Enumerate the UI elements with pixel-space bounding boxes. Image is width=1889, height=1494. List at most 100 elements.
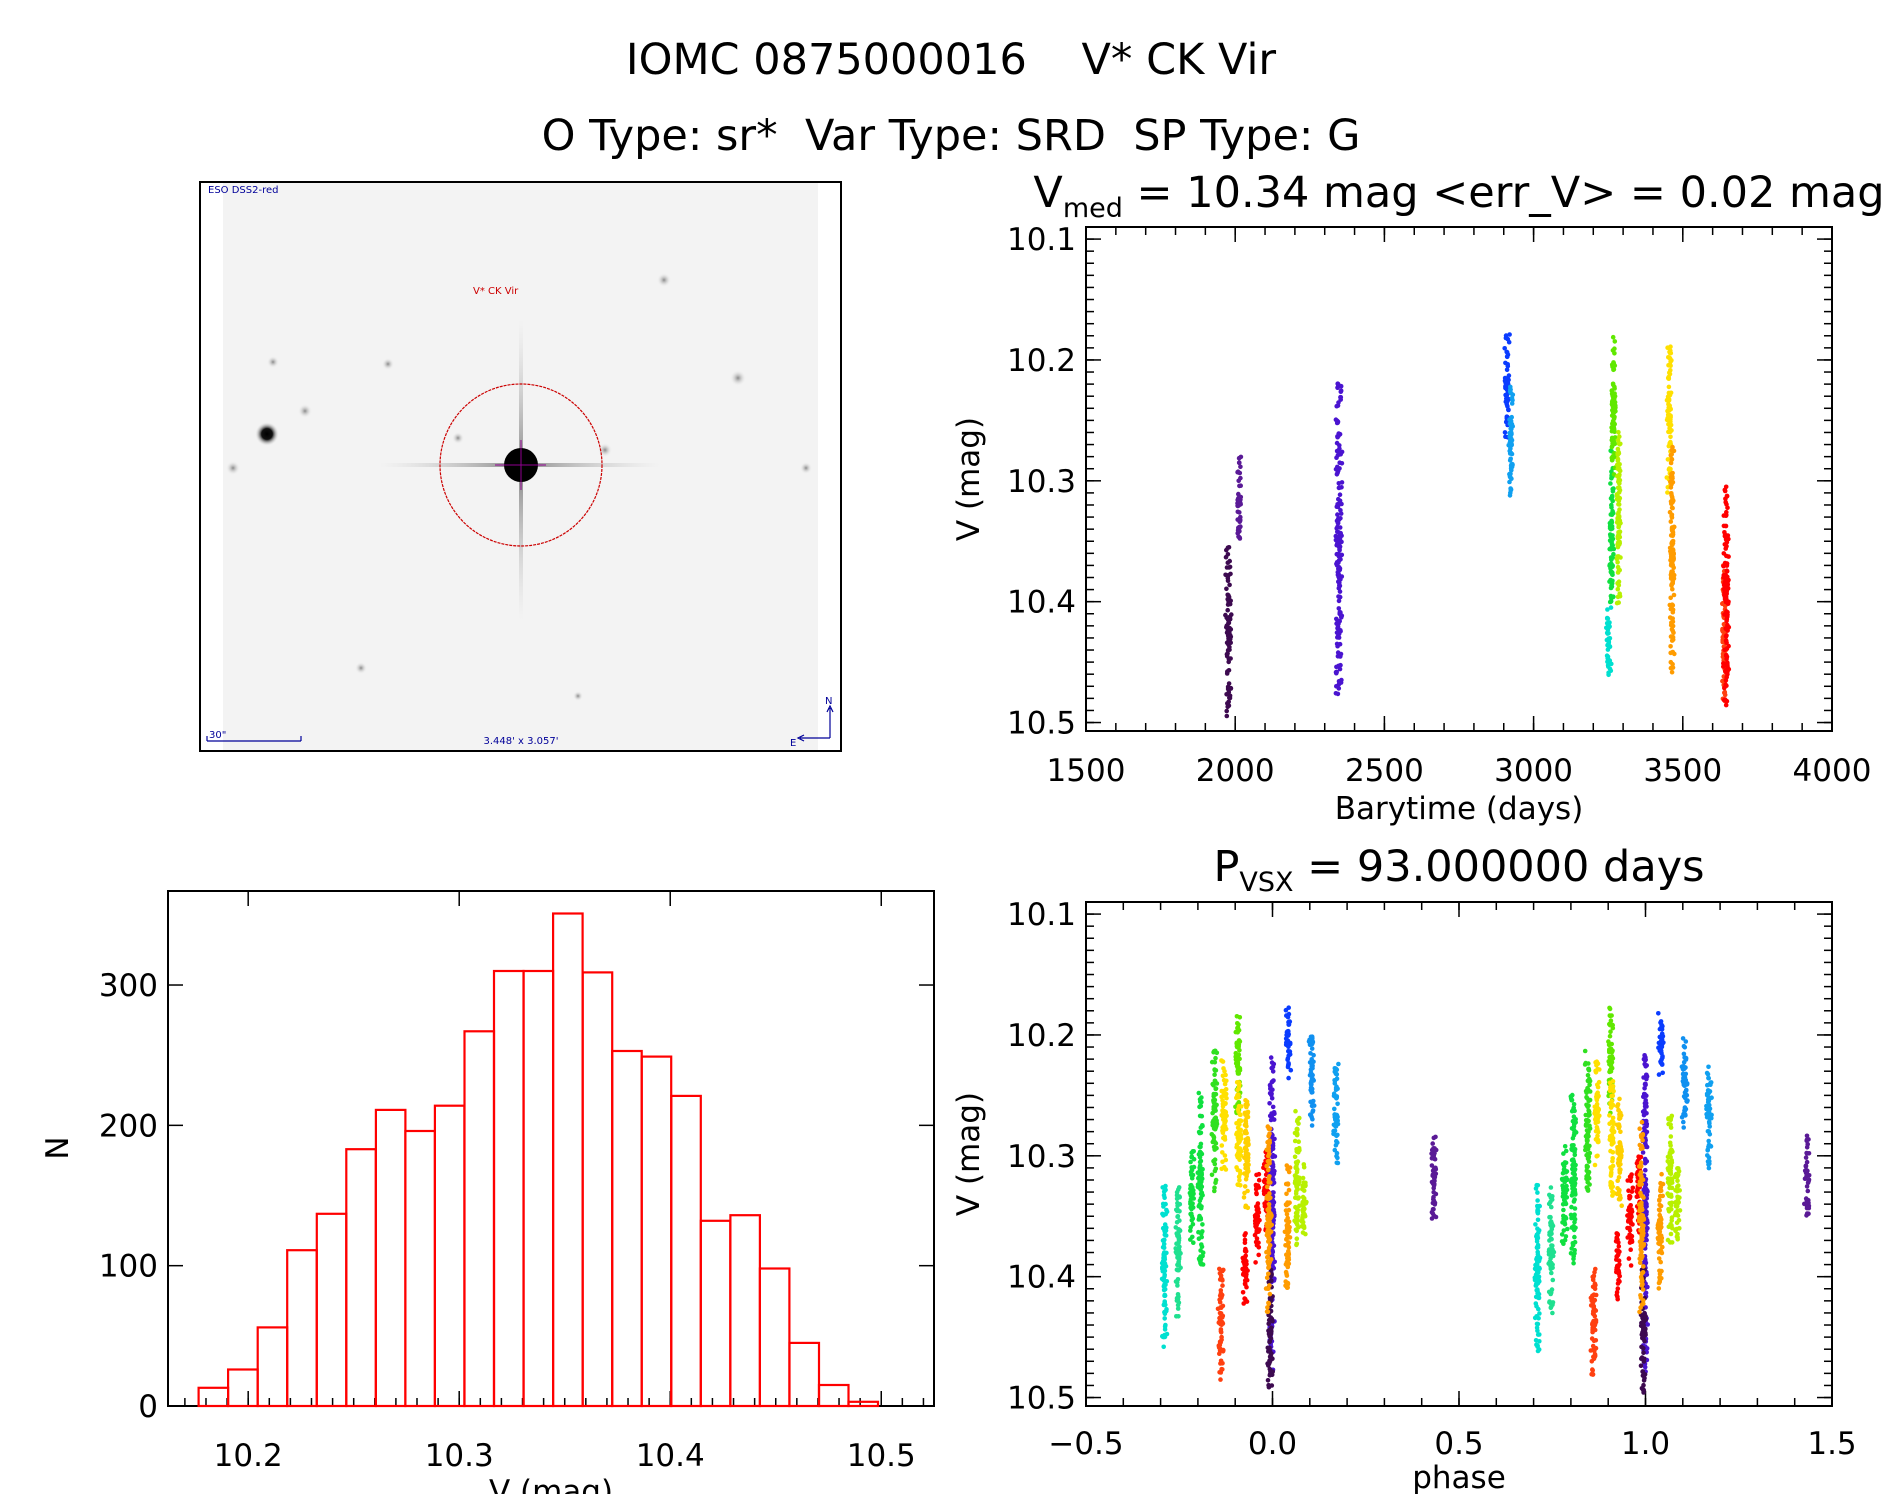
data-point	[1615, 1263, 1620, 1269]
data-point	[1266, 1317, 1272, 1323]
data-point	[1534, 1245, 1540, 1251]
data-point	[1804, 1184, 1810, 1189]
data-point	[1223, 1109, 1229, 1115]
phase-cluster	[1306, 1034, 1317, 1128]
data-point	[1588, 1348, 1594, 1353]
data-point	[1722, 530, 1727, 535]
data-point	[1568, 1251, 1574, 1256]
data-point	[1642, 1160, 1648, 1166]
data-point	[1337, 594, 1343, 600]
x-tick-label: 4000	[1793, 753, 1872, 789]
data-point	[1284, 1218, 1289, 1223]
data-point	[1596, 1129, 1601, 1135]
data-point	[1591, 1303, 1597, 1309]
data-point	[1299, 1224, 1305, 1229]
data-point	[1706, 1075, 1711, 1081]
data-point	[1657, 1193, 1663, 1199]
data-point	[1643, 1182, 1649, 1187]
data-point	[1640, 1387, 1646, 1392]
data-point	[1658, 1203, 1664, 1209]
data-point	[1609, 457, 1615, 463]
data-point	[1213, 1125, 1218, 1131]
data-point	[1309, 1123, 1315, 1128]
data-point	[1593, 1111, 1599, 1116]
data-point	[1211, 1083, 1216, 1088]
data-point	[1211, 1135, 1217, 1140]
data-point	[1162, 1195, 1167, 1201]
data-point	[1615, 446, 1621, 452]
data-point	[1667, 356, 1673, 361]
data-point	[1804, 1137, 1810, 1142]
data-point	[1200, 1123, 1205, 1128]
data-point	[1608, 577, 1613, 583]
title-rest: = 93.000000 days	[1293, 842, 1704, 892]
data-point	[1595, 1153, 1600, 1159]
data-point	[1564, 1183, 1569, 1189]
data-point	[1559, 1232, 1565, 1237]
data-point	[1334, 1116, 1339, 1122]
data-point	[1682, 1045, 1688, 1050]
data-point	[1294, 1169, 1300, 1175]
data-point	[1589, 1298, 1594, 1304]
data-point	[1309, 1078, 1314, 1084]
data-point	[1213, 1068, 1219, 1073]
data-point	[1671, 592, 1677, 598]
data-point	[1173, 1225, 1179, 1230]
data-point	[1176, 1185, 1182, 1190]
data-point	[1571, 1102, 1577, 1107]
data-point	[1536, 1269, 1541, 1275]
observing-season	[1614, 429, 1623, 606]
data-point	[1630, 1185, 1636, 1191]
data-point	[1536, 1295, 1542, 1301]
data-point	[1242, 1190, 1247, 1196]
y-tick-label: 10.4	[1007, 585, 1076, 621]
data-point	[1286, 1249, 1291, 1254]
data-point	[1267, 1101, 1272, 1106]
data-point	[1724, 626, 1730, 631]
data-point	[1724, 544, 1729, 549]
data-point	[1561, 1163, 1567, 1169]
data-point	[1217, 1266, 1222, 1272]
data-point	[1705, 1159, 1711, 1164]
data-point	[1227, 695, 1233, 701]
finder-image: ESO DSS2-red V* CK Vir 30" 3.448' x 3.05…	[199, 181, 842, 752]
x-tick-label: 10.2	[214, 1438, 283, 1474]
data-point	[1334, 455, 1339, 461]
data-point	[1640, 1150, 1646, 1155]
data-point	[1212, 1103, 1218, 1109]
data-point	[1643, 1313, 1648, 1319]
data-point	[1533, 1222, 1538, 1227]
data-point	[1610, 1163, 1616, 1169]
data-point	[1610, 1150, 1616, 1155]
data-point	[1533, 1301, 1539, 1306]
data-point	[1669, 669, 1675, 675]
data-point	[1537, 1257, 1542, 1262]
data-point	[1668, 1154, 1673, 1160]
data-point	[1669, 620, 1674, 626]
data-point	[1225, 575, 1231, 581]
data-point	[1267, 1113, 1273, 1119]
data-point	[1219, 1337, 1224, 1343]
data-point	[1644, 1144, 1650, 1150]
data-point	[1642, 1125, 1647, 1131]
x-tick-label: 2000	[1196, 753, 1275, 789]
data-point	[1605, 607, 1610, 612]
data-point	[1617, 1193, 1623, 1198]
data-point	[1616, 510, 1621, 515]
data-point	[1226, 659, 1231, 665]
data-point	[1211, 1049, 1217, 1054]
data-point	[1673, 1228, 1678, 1234]
data-point	[1804, 1200, 1810, 1205]
data-point	[1431, 1185, 1436, 1191]
data-point	[1160, 1201, 1166, 1207]
data-point	[1665, 457, 1671, 462]
data-point	[1331, 1093, 1337, 1099]
data-point	[1189, 1154, 1195, 1160]
data-point	[1226, 637, 1231, 642]
data-point	[1292, 1154, 1298, 1160]
data-point	[1270, 1069, 1276, 1074]
data-point	[1295, 1218, 1301, 1223]
data-point	[1196, 1090, 1202, 1096]
data-point	[1610, 1093, 1616, 1098]
data-point	[1245, 1154, 1250, 1160]
